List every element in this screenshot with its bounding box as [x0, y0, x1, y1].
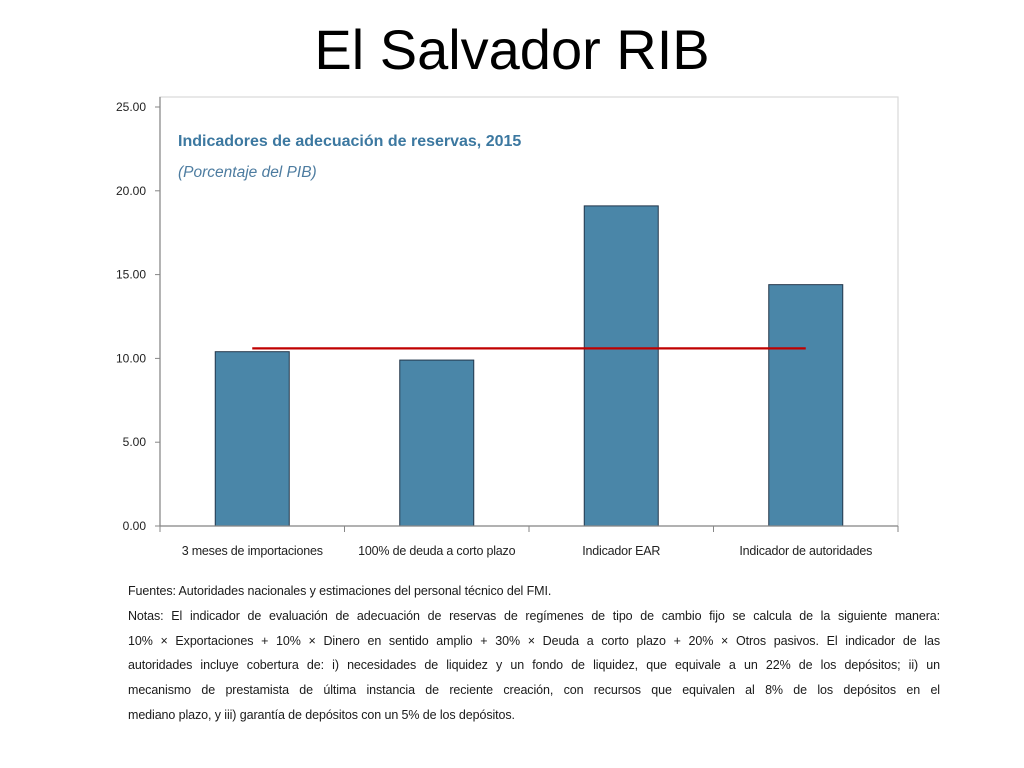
chart-notes: Fuentes: Autoridades nacionales y estima…: [128, 579, 940, 728]
note-line: mediano plazo, y iii) garantía de depósi…: [128, 707, 515, 722]
bar-1: [214, 351, 290, 527]
bar-chart: 0.00 5.00 10.00 15.00 20.00 25.00 3 meses de i…: [116, 96, 899, 558]
chart-marks: 0.00 5.00 10.00 15.00 20.00 25.00 3 meses de i…: [116, 96, 899, 558]
y-tick-label: 0.00: [123, 519, 147, 533]
y-tick-label: 20.00: [116, 184, 146, 198]
bar-2: [399, 359, 475, 527]
x-tick-label: Indicador de autoridades: [739, 544, 872, 558]
note-line: 10% × Exportaciones + 10% × Dinero en se…: [128, 633, 940, 648]
chart-title: Indicadores de adecuación de reservas, 2…: [178, 133, 521, 150]
slide-title: El Salvador RIB: [314, 18, 710, 81]
source-line: Fuentes: Autoridades nacionales y estima…: [128, 584, 552, 598]
y-tick-label: 25.00: [116, 100, 146, 114]
y-tick-label: 15.00: [116, 268, 146, 282]
x-tick-label: Indicador EAR: [582, 544, 660, 558]
bar-3: [583, 205, 659, 527]
x-tick-label: 100% de deuda a corto plazo: [358, 544, 515, 558]
note-line: mecanismo de prestamista de última insta…: [128, 683, 940, 698]
chart-subtitle: (Porcentaje del PIB): [178, 164, 317, 181]
y-tick-label: 5.00: [123, 435, 147, 449]
x-tick-label: 3 meses de importaciones: [182, 544, 323, 558]
y-tick-label: 10.00: [116, 351, 146, 365]
note-line: Notas: El indicador de evaluación de ade…: [128, 608, 940, 623]
bar-4: [768, 284, 844, 527]
note-line: autoridades incluye cobertura de: i) nec…: [128, 658, 940, 673]
